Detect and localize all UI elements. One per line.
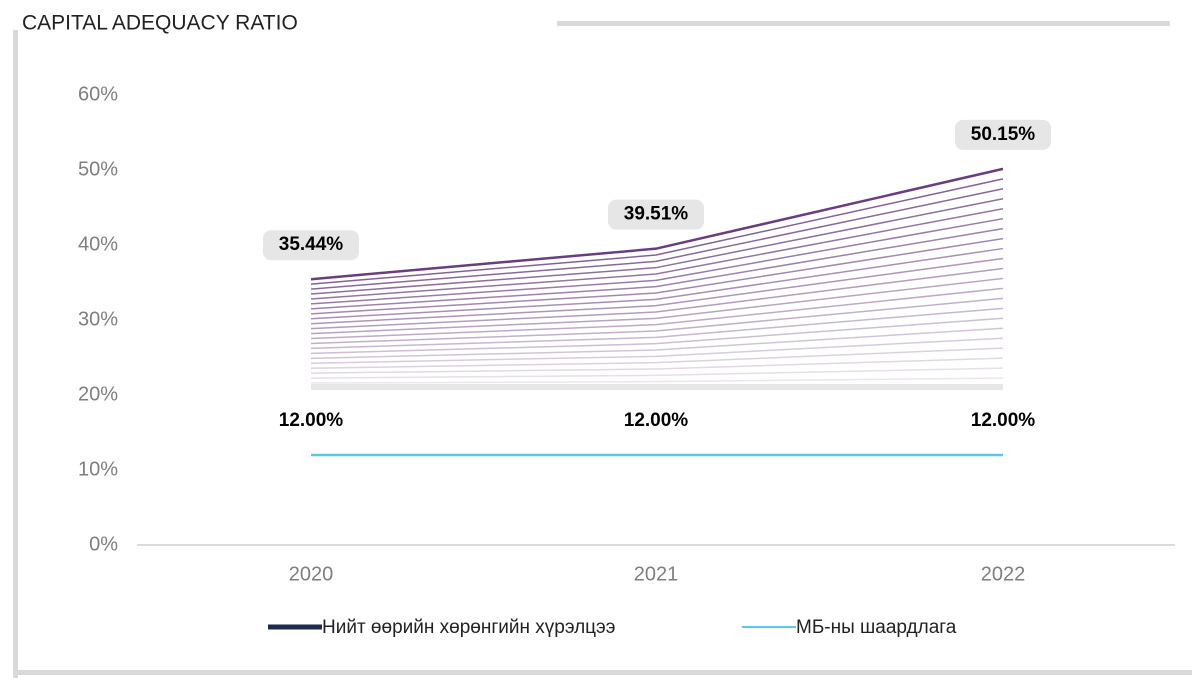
y-tick-label: 0%: [89, 533, 118, 555]
frame-top: [557, 21, 1170, 26]
value-label: 12.00%: [971, 410, 1036, 431]
fade-line: [310, 277, 1004, 335]
fade-line: [310, 377, 1004, 384]
fade-line: [310, 297, 1004, 345]
x-tick-label: 2020: [289, 563, 334, 585]
y-tick-label: 60%: [78, 83, 118, 105]
y-tick-label: 50%: [78, 158, 118, 180]
y-tick-label: 20%: [78, 383, 118, 405]
fade-line: [310, 188, 1004, 290]
fade-line: [310, 307, 1004, 350]
fade-line: [310, 198, 1004, 295]
series-line: [310, 167, 1004, 281]
fade-line: [310, 287, 1004, 340]
fade-line: [310, 267, 1004, 330]
fade-line: [310, 327, 1004, 360]
y-tick-label: 10%: [78, 458, 118, 480]
fade-base: [311, 384, 1003, 390]
x-tick-label: 2021: [634, 563, 679, 585]
value-label-box: [955, 119, 1051, 150]
fade-line: [310, 357, 1004, 374]
fade-line: [310, 317, 1004, 355]
value-label-box: [263, 230, 359, 261]
frame-bottom: [13, 670, 1192, 675]
fade-line: [310, 207, 1004, 300]
value-label: 12.00%: [279, 410, 344, 431]
y-tick-label: 40%: [78, 233, 118, 255]
fade-line: [310, 347, 1004, 369]
fade-line: [310, 367, 1004, 379]
value-label: 39.51%: [624, 204, 689, 225]
fade-line: [310, 237, 1004, 315]
value-label: 12.00%: [624, 410, 689, 431]
legend-label: МБ-ны шаардлага: [796, 617, 957, 638]
value-label-box: [608, 199, 704, 230]
chart-title: CAPITAL ADEQUACY RATIO: [22, 12, 298, 35]
legend-label: Нийт өөрийн хөрөнгийн хүрэлцээ: [322, 617, 615, 638]
fade-line: [310, 257, 1004, 325]
fade-line: [310, 227, 1004, 310]
fade-line: [310, 337, 1004, 365]
fade-line: [310, 247, 1004, 320]
x-tick-label: 2022: [981, 563, 1026, 585]
value-label: 50.15%: [971, 124, 1036, 145]
fade-line: [310, 178, 1004, 285]
frame-left: [13, 30, 18, 678]
y-tick-label: 30%: [78, 308, 118, 330]
fade-line: [310, 217, 1004, 305]
value-label: 35.44%: [279, 234, 344, 255]
